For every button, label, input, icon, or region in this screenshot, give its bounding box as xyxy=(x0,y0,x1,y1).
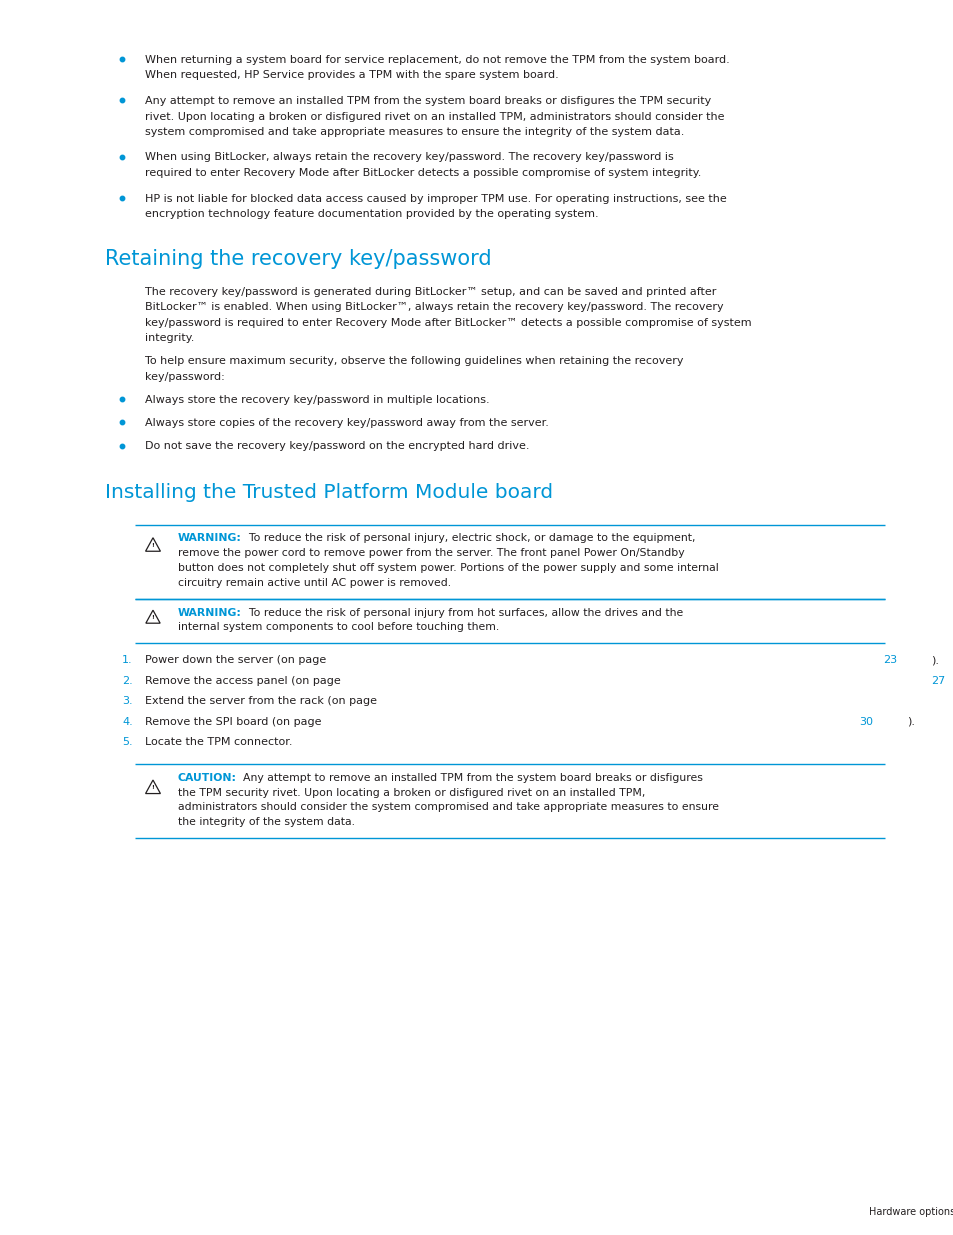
Text: 3.: 3. xyxy=(122,697,132,706)
Text: BitLocker™ is enabled. When using BitLocker™, always retain the recovery key/pas: BitLocker™ is enabled. When using BitLoc… xyxy=(145,303,723,312)
Text: key/password:: key/password: xyxy=(145,372,225,382)
Text: 2.: 2. xyxy=(122,676,132,685)
Text: 27: 27 xyxy=(930,676,943,685)
Text: WARNING:: WARNING: xyxy=(178,608,242,618)
Text: To reduce the risk of personal injury from hot surfaces, allow the drives and th: To reduce the risk of personal injury fr… xyxy=(242,608,682,618)
Text: key/password is required to enter Recovery Mode after BitLocker™ detects a possi: key/password is required to enter Recove… xyxy=(145,317,751,327)
Text: 5.: 5. xyxy=(122,737,132,747)
Text: Always store the recovery key/password in multiple locations.: Always store the recovery key/password i… xyxy=(145,395,489,405)
Text: Remove the SPI board (on page: Remove the SPI board (on page xyxy=(145,716,325,727)
Text: Extend the server from the rack (on page: Extend the server from the rack (on page xyxy=(145,697,380,706)
Text: rivet. Upon locating a broken or disfigured rivet on an installed TPM, administr: rivet. Upon locating a broken or disfigu… xyxy=(145,111,723,121)
Text: When using BitLocker, always retain the recovery key/password. The recovery key/: When using BitLocker, always retain the … xyxy=(145,152,673,163)
Text: Any attempt to remove an installed TPM from the system board breaks or disfigure: Any attempt to remove an installed TPM f… xyxy=(145,96,711,106)
Text: the TPM security rivet. Upon locating a broken or disfigured rivet on an install: the TPM security rivet. Upon locating a … xyxy=(178,788,644,798)
Text: ).: ). xyxy=(906,716,914,727)
Text: The recovery key/password is generated during BitLocker™ setup, and can be saved: The recovery key/password is generated d… xyxy=(145,287,716,296)
Text: system compromised and take appropriate measures to ensure the integrity of the : system compromised and take appropriate … xyxy=(145,127,683,137)
Text: Power down the server (on page: Power down the server (on page xyxy=(145,656,330,666)
Text: 30: 30 xyxy=(859,716,872,727)
Text: the integrity of the system data.: the integrity of the system data. xyxy=(178,818,355,827)
Text: ).: ). xyxy=(930,656,938,666)
Text: !: ! xyxy=(152,785,154,790)
Text: When requested, HP Service provides a TPM with the spare system board.: When requested, HP Service provides a TP… xyxy=(145,70,558,80)
Text: administrators should consider the system compromised and take appropriate measu: administrators should consider the syste… xyxy=(178,803,719,813)
Text: Do not save the recovery key/password on the encrypted hard drive.: Do not save the recovery key/password on… xyxy=(145,441,529,452)
Text: internal system components to cool before touching them.: internal system components to cool befor… xyxy=(178,622,498,632)
Text: When returning a system board for service replacement, do not remove the TPM fro: When returning a system board for servic… xyxy=(145,56,729,65)
Text: 4.: 4. xyxy=(122,716,132,727)
Text: 23: 23 xyxy=(882,656,896,666)
Text: remove the power cord to remove power from the server. The front panel Power On/: remove the power cord to remove power fr… xyxy=(178,548,684,558)
Text: Hardware options installation    68: Hardware options installation 68 xyxy=(868,1207,953,1216)
Text: Installing the Trusted Platform Module board: Installing the Trusted Platform Module b… xyxy=(105,483,553,501)
Text: Remove the access panel (on page: Remove the access panel (on page xyxy=(145,676,344,685)
Text: Any attempt to remove an installed TPM from the system board breaks or disfigure: Any attempt to remove an installed TPM f… xyxy=(235,773,702,783)
Text: encryption technology feature documentation provided by the operating system.: encryption technology feature documentat… xyxy=(145,209,598,219)
Text: To help ensure maximum security, observe the following guidelines when retaining: To help ensure maximum security, observe… xyxy=(145,357,682,367)
Text: 1.: 1. xyxy=(122,656,132,666)
Text: integrity.: integrity. xyxy=(145,333,194,343)
Text: Always store copies of the recovery key/password away from the server.: Always store copies of the recovery key/… xyxy=(145,419,548,429)
Text: button does not completely shut off system power. Portions of the power supply a: button does not completely shut off syst… xyxy=(178,563,718,573)
Text: !: ! xyxy=(152,615,154,620)
Text: CAUTION:: CAUTION: xyxy=(178,773,236,783)
Text: Locate the TPM connector.: Locate the TPM connector. xyxy=(145,737,293,747)
Text: circuitry remain active until AC power is removed.: circuitry remain active until AC power i… xyxy=(178,578,451,588)
Text: !: ! xyxy=(152,543,154,548)
Text: To reduce the risk of personal injury, electric shock, or damage to the equipmen: To reduce the risk of personal injury, e… xyxy=(242,534,695,543)
Text: HP is not liable for blocked data access caused by improper TPM use. For operati: HP is not liable for blocked data access… xyxy=(145,194,726,204)
Text: Retaining the recovery key/password: Retaining the recovery key/password xyxy=(105,248,491,268)
Text: WARNING:: WARNING: xyxy=(178,534,242,543)
Text: required to enter Recovery Mode after BitLocker detects a possible compromise of: required to enter Recovery Mode after Bi… xyxy=(145,168,700,178)
